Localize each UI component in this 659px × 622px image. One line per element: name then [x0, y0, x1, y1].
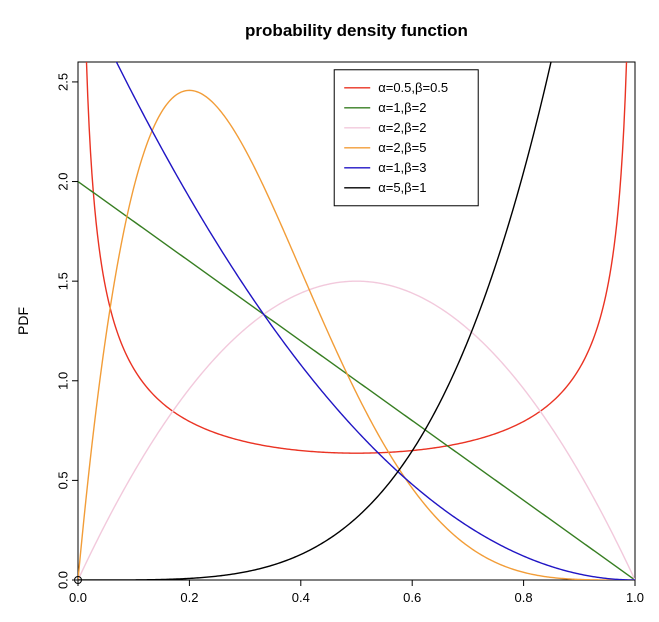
y-tick-label: 1.5 [55, 272, 70, 290]
legend-label: α=1,β=2 [378, 100, 426, 115]
x-tick-label: 0.6 [403, 590, 421, 605]
legend-label: α=1,β=3 [378, 160, 426, 175]
y-tick-label: 2.0 [55, 172, 70, 190]
x-tick-label: 0.2 [180, 590, 198, 605]
x-tick-label: 0.0 [69, 590, 87, 605]
series-line [78, 182, 635, 580]
legend-label: α=2,β=5 [378, 140, 426, 155]
legend: α=0.5,β=0.5 α=1,β=2 α=2,β=2 α=2,β=5 α=1,β=3 α… [334, 70, 478, 206]
x-tick-label: 1.0 [626, 590, 644, 605]
legend-label: α=5,β=1 [378, 180, 426, 195]
chart-svg: probability density function 0.0 0.2 0.4 0.6… [0, 0, 659, 622]
y-tick-label: 2.5 [55, 73, 70, 91]
legend-label: α=2,β=2 [378, 120, 426, 135]
x-tick-label: 0.4 [292, 590, 310, 605]
y-axis-label: PDF [15, 307, 31, 335]
legend-label: α=0.5,β=0.5 [378, 80, 448, 95]
y-tick-label: 0.5 [55, 471, 70, 489]
chart-title: probability density function [245, 21, 468, 40]
y-tick-label: 0.0 [55, 571, 70, 589]
x-tick-label: 0.8 [515, 590, 533, 605]
series-line [78, 0, 635, 453]
y-tick-label: 1.0 [55, 372, 70, 390]
chart-container: probability density function 0.0 0.2 0.4 0.6… [0, 0, 659, 622]
